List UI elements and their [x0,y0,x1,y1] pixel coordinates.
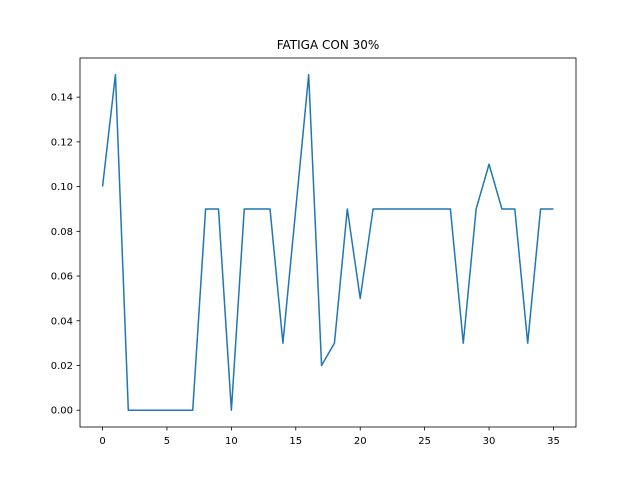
series-line [101,74,554,411]
y-tick-label: 0.08 [51,227,73,238]
y-tick-label: 0.10 [51,182,73,193]
plot-area [101,74,554,411]
x-tick-label: 30 [483,436,496,447]
y-axis: 0.00 0.02 0.04 0.06 0.08 0.10 0.12 0.14 [51,93,80,417]
y-tick-label: 0.12 [51,137,73,148]
x-tick-label: 5 [164,436,170,447]
x-tick-label: 10 [225,436,238,447]
y-tick-label: 0.04 [51,316,73,327]
y-tick-label: 0.06 [51,272,73,283]
axes-frame [79,57,577,428]
x-tick-label: 20 [354,436,367,447]
chart-title: FATIGA CON 30% [277,38,380,52]
x-tick-label: 25 [418,436,431,447]
y-tick-label: 0.00 [51,406,73,417]
x-tick-label: 15 [289,436,302,447]
y-tick-label: 0.02 [51,361,73,372]
x-tick-label: 35 [547,436,560,447]
y-tick-label: 0.14 [51,93,73,104]
x-axis: 0 5 10 15 20 25 30 35 [99,427,560,447]
x-tick-label: 0 [99,436,105,447]
